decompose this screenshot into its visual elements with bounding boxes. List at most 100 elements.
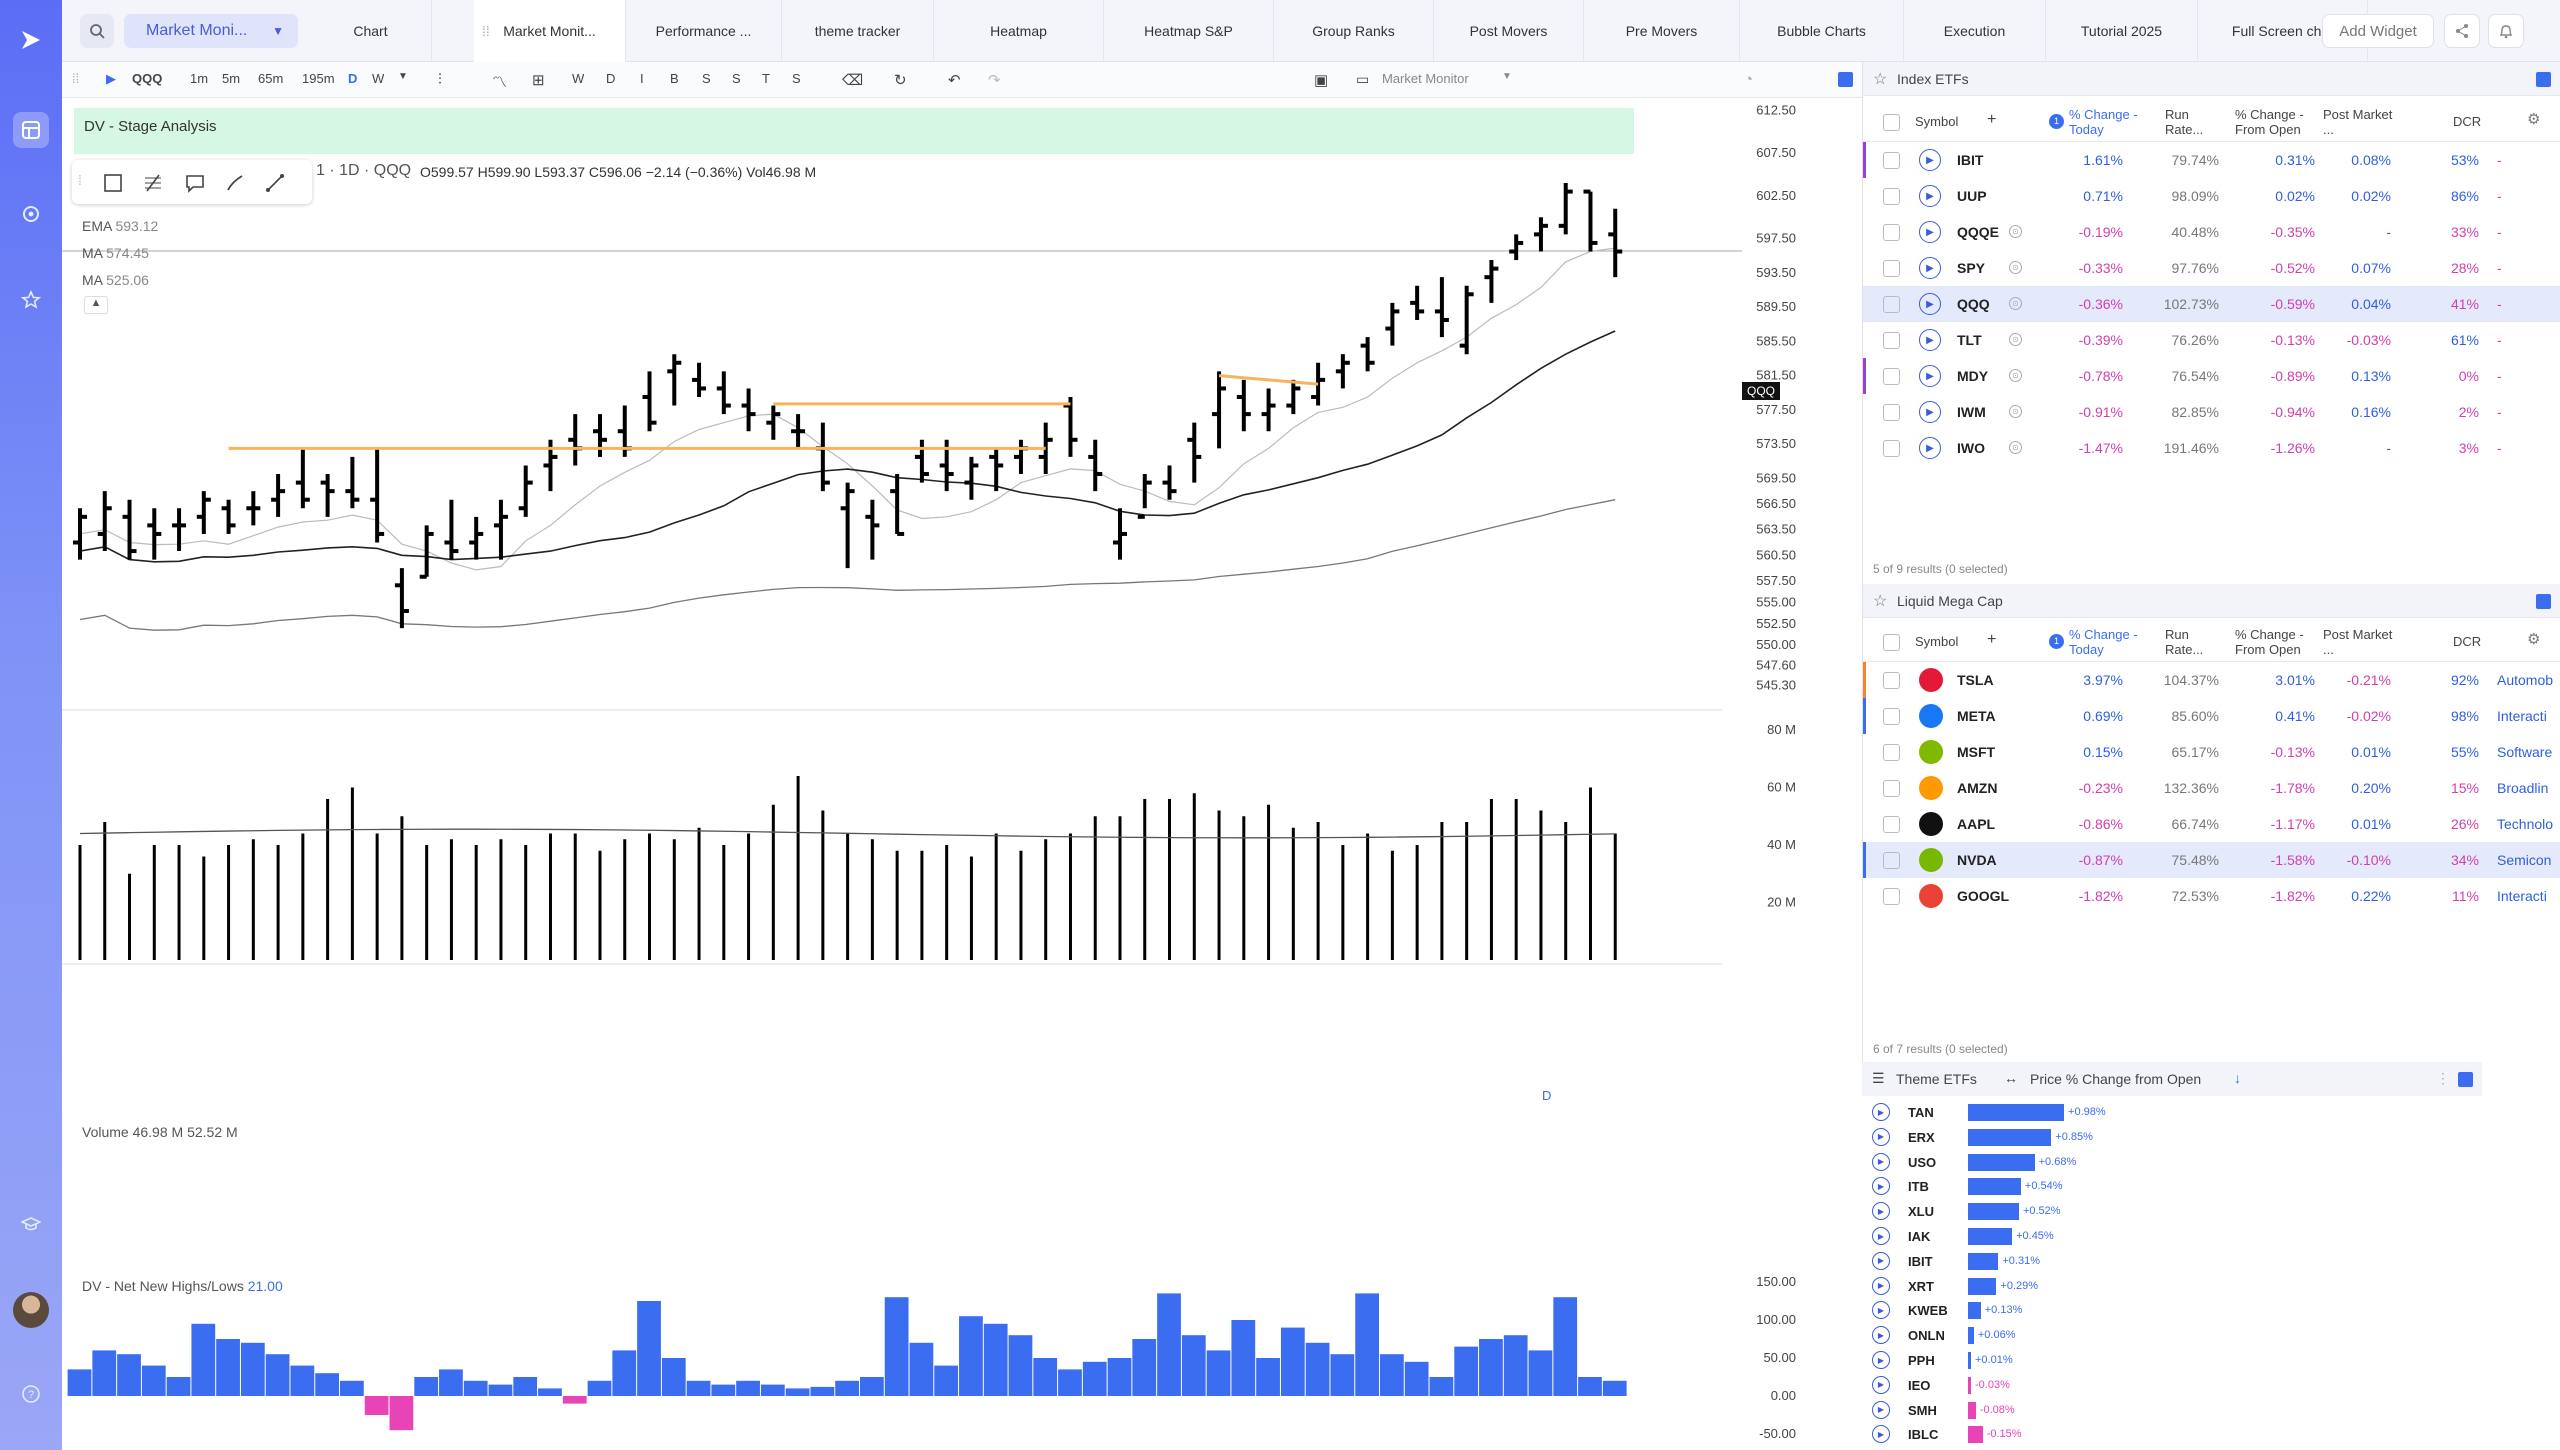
interval-1m[interactable]: 1m [190,71,209,86]
table-row[interactable]: ▶ MDY -0.78% 76.54% -0.89% 0.13% 0% - ⊙ [1863,358,2560,394]
table-row[interactable]: MSFT 0.15% 65.17% -0.13% 0.01% 55% Software [1863,734,2560,770]
theme-bar-row[interactable]: ▶ SMH -0.08% [1862,1398,2482,1423]
folder-icon[interactable]: ▭ [1356,71,1370,87]
symbol-cell[interactable]: TLT [1957,332,1982,348]
row-checkbox[interactable] [1883,780,1900,797]
table-row[interactable]: ▶ IWO -1.47% 191.46% -1.26% - 3% - ⊙ [1863,430,2560,466]
row-checkbox[interactable] [1883,816,1900,833]
column-header[interactable]: Symbol [1915,634,1959,649]
tab-chart[interactable]: Chart [310,0,432,62]
symbol-cell[interactable]: META [1957,708,1996,724]
table-row[interactable]: TSLA 3.97% 104.37% 3.01% -0.21% 92% Automob [1863,662,2560,698]
chart-area[interactable]: 612.50 607.50 602.50 597.50 593.50 589.50 585.… [62,98,1862,1450]
table-row[interactable]: GOOGL -1.82% 72.53% -1.82% 0.22% 11% Interacti [1863,878,2560,914]
column-header[interactable]: Run Rate... [2165,627,2204,657]
layout-icon[interactable]: ▣ [1314,72,1329,89]
column-header[interactable]: Post Market ... [2323,627,2393,657]
drag-handle-icon[interactable]: ⁞⁞ [482,23,490,39]
search-button[interactable] [80,14,114,48]
price-chart[interactable]: 612.50 607.50 602.50 597.50 593.50 589.50 585.… [62,98,1862,1450]
table-row[interactable]: ▶ TLT -0.39% 76.26% -0.13% -0.03% 61% - ⊙ [1863,322,2560,358]
more-icon[interactable]: ⋮ [2436,1070,2450,1086]
row-checkbox[interactable] [1883,672,1900,689]
collapse-legend-button[interactable]: ▲ [84,296,108,314]
info-icon[interactable]: ⊙ [2009,297,2022,310]
play-icon[interactable]: ▶ [1919,185,1941,207]
channel-line[interactable] [1218,374,1319,386]
avatar[interactable] [13,1292,49,1328]
add-column-icon[interactable]: + [1987,111,1997,128]
tab-market-monitor[interactable]: ⁞⁞ Market Monit... [474,0,626,62]
symbol-cell[interactable]: TSLA [1957,672,1994,688]
symbol-cell[interactable]: IBIT [1957,152,1984,168]
toolbar-letter[interactable]: S [792,71,801,86]
play-icon[interactable]: ▶ [1919,437,1941,459]
interval-195m[interactable]: 195m [302,71,335,86]
play-icon[interactable]: ▶ [1919,365,1941,387]
theme-bar-row[interactable]: ▶ KWEB +0.13% [1862,1298,2482,1323]
table-row[interactable]: AAPL -0.86% 66.74% -1.17% 0.01% 26% Technolo [1863,806,2560,842]
resize-icon[interactable]: ↔ [2004,1070,2018,1086]
row-checkbox[interactable] [1883,708,1900,725]
play-icon[interactable]: ▶ [1872,1202,1890,1221]
theme-bar-row[interactable]: ▶ IBIT +0.31% [1862,1249,2482,1274]
symbol-cell[interactable]: QQQ [1957,296,1990,312]
toolbar-letter[interactable]: W [572,71,585,86]
info-icon[interactable]: ⊙ [2009,333,2022,346]
templates-icon[interactable]: ⊞ [532,72,545,89]
column-header[interactable]: % Change - Today [2069,107,2138,137]
table-row[interactable]: ▶ QQQE -0.19% 40.48% -0.35% - 33% - ⊙ [1863,214,2560,250]
play-icon[interactable]: ▶ [106,71,116,86]
symbol-cell[interactable]: NVDA [1957,852,1997,868]
color-square[interactable] [1838,72,1853,87]
dividend-marker[interactable]: D [1542,1088,1552,1103]
symbol-cell[interactable]: IWM [1957,404,1986,420]
tab-post-movers[interactable]: Post Movers [1434,0,1584,62]
column-header[interactable]: % Change - Today [2069,627,2138,657]
play-icon[interactable]: ▶ [1872,1251,1890,1270]
info-icon[interactable]: ⊙ [2009,225,2022,238]
info-icon[interactable]: ⊙ [2009,369,2022,382]
toolbar-letter[interactable]: B [670,71,679,86]
symbol-cell[interactable]: AAPL [1957,816,1996,832]
table-row[interactable]: ▶ QQQ -0.36% 102.73% -0.59% 0.04% 41% - ⊙ [1863,286,2560,322]
info-icon[interactable]: ⊙ [2009,261,2022,274]
academy-icon[interactable] [13,1206,49,1242]
star-icon[interactable]: ☆ [1873,71,1888,88]
play-icon[interactable]: ▶ [1872,1351,1890,1369]
color-square[interactable] [2458,1072,2473,1087]
theme-bar-row[interactable]: ▶ IAK +0.45% [1862,1224,2482,1249]
play-icon[interactable]: ▶ [1872,1425,1890,1444]
row-checkbox[interactable] [1883,888,1900,905]
notifications-button[interactable] [2488,14,2524,48]
share-button[interactable] [2444,14,2480,48]
table-row[interactable]: AMZN -0.23% 132.36% -1.78% 0.20% 15% Broadlin [1863,770,2560,806]
color-square[interactable] [2536,72,2551,87]
column-header[interactable]: Run Rate... [2165,107,2204,137]
play-icon[interactable]: ▶ [1919,401,1941,423]
play-icon[interactable]: ▶ [1872,1301,1890,1320]
table-row[interactable]: ▶ IWM -0.91% 82.85% -0.94% 0.16% 2% - ⊙ [1863,394,2560,430]
column-header[interactable]: % Change - From Open [2235,107,2304,137]
workspace-dropdown[interactable]: Market Moni... ▼ [124,14,298,48]
table-row[interactable]: META 0.69% 85.60% 0.41% -0.02% 98% Interacti [1863,698,2560,734]
column-header[interactable]: DCR [2453,114,2482,129]
play-icon[interactable]: ▶ [1919,221,1941,243]
row-checkbox[interactable] [1883,188,1900,205]
toolbar-letter[interactable]: I [640,71,644,86]
undo-icon[interactable]: ↶ [948,72,961,89]
chevron-down-icon[interactable]: ▼ [398,71,408,82]
refresh-icon[interactable]: ↻ [894,72,907,89]
symbol-cell[interactable]: MDY [1957,368,1989,384]
tab-heatmap-sp[interactable]: Heatmap S&P [1104,0,1274,62]
add-widget-button[interactable]: Add Widget [2322,14,2434,48]
theme-bar-row[interactable]: ▶ PPH +0.01% [1862,1348,2482,1373]
column-header[interactable]: % Change - From Open [2235,627,2304,657]
toolbar-letter[interactable]: S [732,71,741,86]
row-checkbox[interactable] [1883,260,1900,277]
sort-desc-icon[interactable]: ↓ [2234,1070,2241,1086]
dashboard-icon[interactable] [13,112,49,148]
theme-bar-row[interactable]: ▶ XLU +0.52% [1862,1199,2482,1224]
redo-icon[interactable]: ↷ [988,72,1001,89]
theme-bar-row[interactable]: ▶ ONLN +0.06% [1862,1323,2482,1348]
